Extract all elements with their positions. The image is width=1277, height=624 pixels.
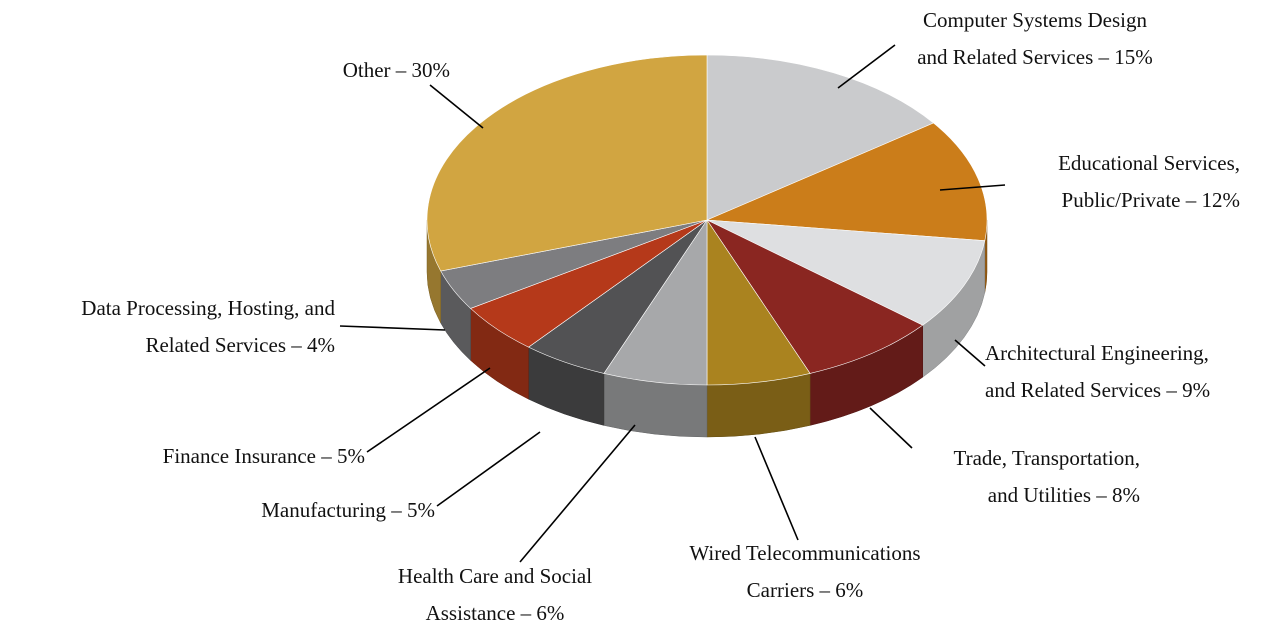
leader-line [939,184,1006,191]
leader-line [837,44,896,89]
slice-label: Computer Systems Design [923,8,1147,32]
slice-label: Carriers – 6% [747,578,864,602]
slice-label: Public/Private – 12% [1062,188,1240,212]
leader-line [366,367,491,453]
slice-label: and Utilities – 8% [988,483,1140,507]
slice-label: Data Processing, Hosting, and [81,296,335,320]
slice-label: Trade, Transportation, [954,446,1141,470]
slice [426,54,708,272]
slice [706,219,924,374]
leader-line [754,436,799,541]
slice-label: Other – 30% [343,58,450,82]
leader-line [519,424,636,563]
slice-label: Finance Insurance – 5% [163,444,365,468]
slice-label: Wired Telecommunications [689,541,920,565]
slice-label: and Related Services – 9% [985,378,1210,402]
slice [706,219,986,326]
slice-label: Health Care and Social [398,564,592,588]
leader-line [869,407,913,449]
leader-line [429,84,484,129]
slice-label: Manufacturing – 5% [261,498,435,522]
slice [706,122,988,241]
slice [706,54,935,221]
leader-line [954,339,986,367]
slice-label: Related Services – 4% [145,333,335,357]
leader-line [436,431,541,507]
slice-label: Architectural Engineering, [985,341,1209,365]
slice-label: Educational Services, [1058,151,1240,175]
leader-line [339,325,446,331]
slice-label: and Related Services – 15% [917,45,1153,69]
slice-label: Assistance – 6% [426,601,565,624]
